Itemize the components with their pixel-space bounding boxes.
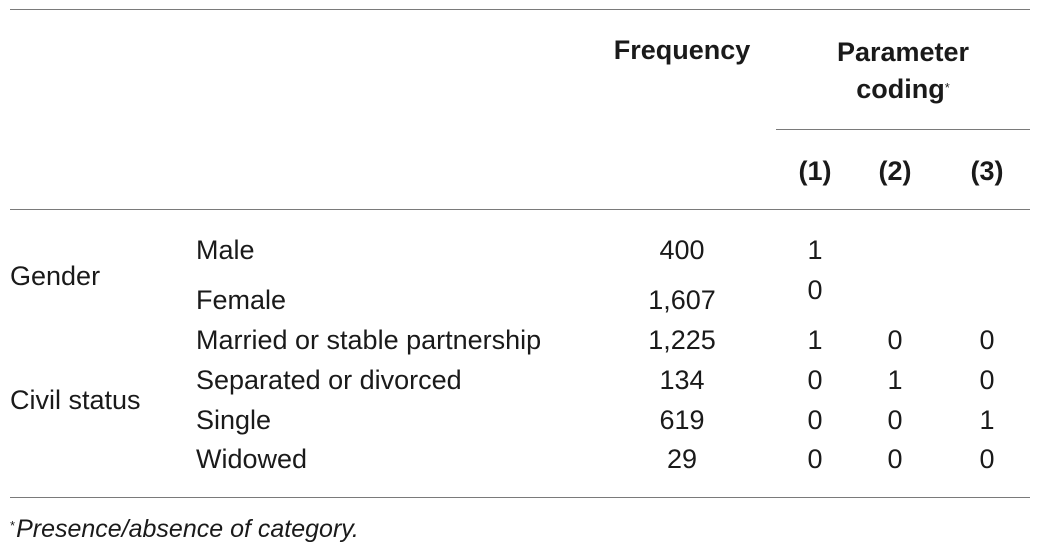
frequency-cell: 134 [659,365,705,395]
footnote-marker: * [10,518,16,533]
parameter-coding-header: Parameter coding* [776,34,1030,108]
code-cell: 1 [979,405,995,435]
code-cell: 0 [979,325,995,355]
frequency-cell: 1,225 [648,325,716,355]
parameter-coding-header-line2-text: coding [856,74,945,104]
category-cell: Widowed [196,444,308,474]
code-cell: 0 [807,275,823,305]
footnote-text: Presence/absence of category. [16,515,359,543]
code-cell: 0 [887,444,903,474]
code-cell: 0 [807,444,823,474]
code-cell: 0 [979,444,995,474]
code-header-2: (2) [878,156,912,186]
frequency-cell: 619 [659,405,705,435]
code-cell: 1 [807,235,823,265]
frequency-header: Frequency [613,35,751,65]
category-cell: Separated or divorced [196,365,462,395]
code-header-1: (1) [798,156,832,186]
code-header-3: (3) [970,156,1004,186]
code-cell: 0 [887,325,903,355]
frequency-cell: 29 [666,444,698,474]
code-cell: 0 [807,405,823,435]
category-cell: Single [196,405,272,435]
header-bottom-rule [10,209,1030,210]
code-cell: 1 [887,365,903,395]
table-top-rule [10,9,1030,10]
parameter-coding-rule [776,129,1030,130]
group-label-gender: Gender [10,261,101,291]
category-cell: Female [196,285,287,315]
group-label-civil-status: Civil status [10,385,141,415]
code-cell: 0 [887,405,903,435]
parameter-coding-header-line2: coding* [776,71,1030,108]
frequency-cell: 400 [659,235,705,265]
category-cell: Male [196,235,255,265]
code-cell: 1 [807,325,823,355]
parameter-coding-header-line1: Parameter [836,37,970,67]
table-footnote: *Presence/absence of category. [10,514,359,544]
code-cell: 0 [807,365,823,395]
table-bottom-rule [10,497,1030,498]
code-cell: 0 [979,365,995,395]
parameter-coding-marker: * [944,80,950,95]
category-cell: Married or stable partnership [196,325,542,355]
frequency-cell: 1,607 [648,285,716,315]
